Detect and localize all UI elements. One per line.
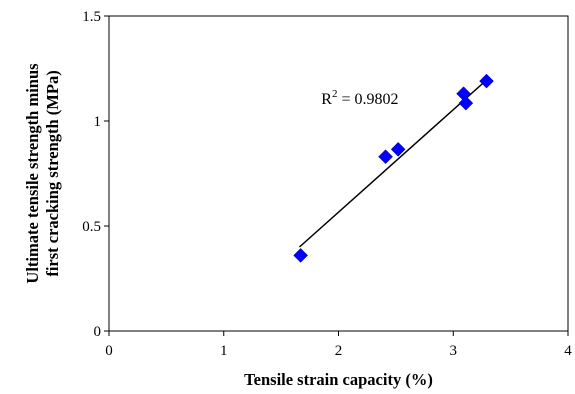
axes [108,15,569,332]
data-points [293,73,494,263]
y-axis-title-line: Ultimate tensile strength minus [23,63,42,284]
y-tick-label: 0.5 [82,219,101,235]
r-squared-annotation: R2 = 0.9802 [321,88,398,108]
x-tick-label: 0 [105,343,113,359]
x-tick-label: 2 [335,343,343,359]
trendline [298,78,489,248]
y-axis-title: Ultimate tensile strength minusfirst cra… [23,63,62,284]
y-axis-title-line: first cracking strength (MPa) [43,70,62,276]
y-tick-label: 0 [94,324,102,340]
data-point [293,248,308,263]
x-tick-label: 3 [450,343,458,359]
data-point [458,95,474,111]
y-tick-label: 1 [94,114,102,130]
x-axis-title: Tensile strain capacity (%) [244,370,433,389]
data-point [390,141,406,157]
x-tick-label: 1 [220,343,228,359]
y-axis-ticks: 0 0.5 1 1.5 [82,9,109,340]
x-tick-label: 4 [564,343,572,359]
y-tick-label: 1.5 [82,9,101,25]
plot-area [108,15,569,332]
data-point [378,149,393,165]
x-axis-ticks: 0 1 2 3 4 [105,331,572,359]
data-point [479,73,494,89]
